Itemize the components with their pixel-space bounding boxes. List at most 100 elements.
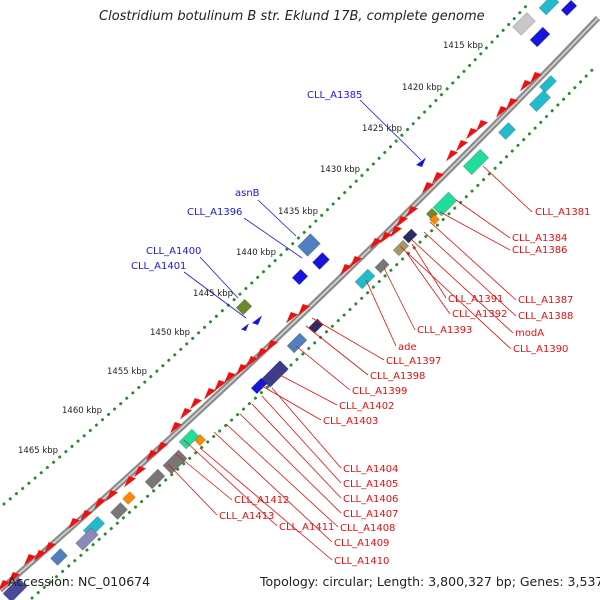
reverse-gene-arrow[interactable] xyxy=(34,550,46,562)
gene-block-green[interactable] xyxy=(178,428,200,450)
reverse-gene-label[interactable]: CLL_A1397 xyxy=(386,356,441,367)
gene-block-orange[interactable] xyxy=(122,491,136,505)
reverse-gene-arrow[interactable] xyxy=(298,304,310,316)
forward-gene-arrow[interactable] xyxy=(416,157,426,168)
gene-block-navy[interactable] xyxy=(2,577,28,600)
reverse-gene-label[interactable]: CLL_A1410 xyxy=(334,556,389,567)
reverse-gene-label[interactable]: CLL_A1408 xyxy=(340,523,395,534)
gene-block-grey[interactable] xyxy=(512,12,536,36)
gene-block-blue[interactable] xyxy=(560,0,578,17)
reverse-gene-label[interactable]: CLL_A1387 xyxy=(518,295,573,306)
reverse-gene-arrow[interactable] xyxy=(106,490,118,502)
gene-block-blue[interactable] xyxy=(529,26,551,48)
reverse-gene-arrow[interactable] xyxy=(496,106,508,118)
gene-block-green[interactable] xyxy=(432,191,458,217)
gene-block-cyan[interactable] xyxy=(539,75,557,93)
reverse-gene-label[interactable]: CLL_A1402 xyxy=(339,401,394,412)
reverse-gene-label[interactable]: CLL_A1409 xyxy=(334,538,389,549)
gene-block-grey[interactable] xyxy=(144,468,166,490)
reverse-gene-label[interactable]: CLL_A1405 xyxy=(343,479,398,490)
reverse-gene-arrow[interactable] xyxy=(422,182,434,194)
reverse-gene-arrow[interactable] xyxy=(396,216,408,228)
reverse-gene-arrow[interactable] xyxy=(68,518,80,530)
reverse-gene-arrow[interactable] xyxy=(266,340,278,352)
reverse-gene-arrow[interactable] xyxy=(380,232,392,244)
forward-gene-label[interactable]: CLL_A1400 xyxy=(146,246,201,257)
reverse-gene-label[interactable]: CLL_A1406 xyxy=(343,494,398,505)
reverse-gene-arrow[interactable] xyxy=(180,408,192,420)
gene-block-blue[interactable] xyxy=(297,233,321,257)
reverse-gene-arrow[interactable] xyxy=(134,466,146,478)
reverse-gene-arrow[interactable] xyxy=(286,312,298,324)
reverse-gene-arrow[interactable] xyxy=(124,476,136,488)
reverse-gene-label[interactable]: CLL_A1411 xyxy=(279,522,334,533)
reverse-gene-label[interactable]: CLL_A1412 xyxy=(234,495,289,506)
reverse-gene-arrow[interactable] xyxy=(370,238,382,250)
gene-block-blue[interactable] xyxy=(250,377,268,395)
reverse-gene-label[interactable]: CLL_A1388 xyxy=(518,311,573,322)
reverse-gene-label[interactable]: CLL_A1413 xyxy=(219,511,274,522)
reverse-gene-arrow[interactable] xyxy=(236,364,248,376)
reverse-gene-arrow[interactable] xyxy=(0,580,10,591)
reverse-gene-arrow[interactable] xyxy=(190,398,202,410)
gene-block-grey[interactable] xyxy=(374,258,390,274)
gene-block-cyan[interactable] xyxy=(528,89,552,113)
reverse-gene-arrow[interactable] xyxy=(224,372,236,384)
reverse-gene-arrow[interactable] xyxy=(506,98,518,110)
forward-gene-label[interactable]: CLL_A1385 xyxy=(307,90,362,101)
reverse-gene-label[interactable]: CLL_A1390 xyxy=(513,344,568,355)
reverse-gene-arrow[interactable] xyxy=(476,120,488,132)
gene-block-grey[interactable] xyxy=(162,449,188,475)
gene-block-blue[interactable] xyxy=(291,268,309,286)
reverse-gene-arrow[interactable] xyxy=(530,72,542,84)
gene-block-navy[interactable] xyxy=(308,318,324,334)
reverse-gene-arrow[interactable] xyxy=(432,172,444,184)
reverse-gene-label[interactable]: CLL_A1391 xyxy=(448,294,503,305)
reverse-gene-arrow[interactable] xyxy=(204,388,216,400)
reverse-gene-label[interactable]: CLL_A1399 xyxy=(352,386,407,397)
reverse-gene-label[interactable]: CLL_A1384 xyxy=(512,233,567,244)
reverse-gene-label[interactable]: modA xyxy=(515,328,544,339)
reverse-gene-arrow[interactable] xyxy=(340,264,352,276)
reverse-gene-label[interactable]: CLL_A1404 xyxy=(343,464,398,475)
gene-block-olive[interactable] xyxy=(392,239,410,257)
reverse-gene-arrow[interactable] xyxy=(44,542,56,554)
gene-block-orange[interactable] xyxy=(429,214,440,225)
reverse-gene-arrow[interactable] xyxy=(520,80,532,92)
gene-block-navy[interactable] xyxy=(75,527,99,551)
reverse-gene-arrow[interactable] xyxy=(390,226,402,238)
reverse-gene-label[interactable]: CLL_A1407 xyxy=(343,509,398,520)
gene-block-green[interactable] xyxy=(462,148,490,176)
reverse-gene-arrow[interactable] xyxy=(8,572,20,584)
reverse-gene-label[interactable]: CLL_A1386 xyxy=(512,245,567,256)
reverse-gene-arrow[interactable] xyxy=(466,128,478,140)
reverse-gene-arrow[interactable] xyxy=(24,554,36,566)
forward-gene-label[interactable]: CLL_A1396 xyxy=(187,207,242,218)
forward-gene-arrow[interactable] xyxy=(241,323,249,331)
reverse-gene-arrow[interactable] xyxy=(94,498,106,510)
reverse-gene-arrow[interactable] xyxy=(406,206,418,218)
reverse-gene-label[interactable]: CLL_A1398 xyxy=(370,371,425,382)
gene-block-cyan[interactable] xyxy=(538,0,560,16)
reverse-gene-label[interactable]: CLL_A1392 xyxy=(452,309,507,320)
gene-block-grey[interactable] xyxy=(110,502,128,520)
reverse-gene-arrow[interactable] xyxy=(456,140,468,152)
gene-block-blue[interactable] xyxy=(286,332,308,354)
reverse-gene-arrow[interactable] xyxy=(256,348,268,360)
reverse-gene-label[interactable]: CLL_A1381 xyxy=(535,207,590,218)
gene-block-cyan[interactable] xyxy=(498,122,516,140)
reverse-gene-arrow[interactable] xyxy=(214,380,226,392)
reverse-gene-arrow[interactable] xyxy=(146,450,158,462)
gene-block-blue[interactable] xyxy=(50,548,68,566)
gene-block-olive[interactable] xyxy=(235,298,253,316)
forward-gene-label[interactable]: CLL_A1401 xyxy=(131,261,186,272)
reverse-gene-arrow[interactable] xyxy=(446,150,458,162)
reverse-gene-arrow[interactable] xyxy=(350,256,362,268)
reverse-gene-arrow[interactable] xyxy=(156,442,168,454)
gene-block-cyan[interactable] xyxy=(354,268,376,290)
forward-gene-label[interactable]: asnB xyxy=(235,188,260,199)
gene-block-navy[interactable] xyxy=(402,228,418,244)
reverse-gene-label[interactable]: CLL_A1403 xyxy=(323,416,378,427)
reverse-gene-arrow[interactable] xyxy=(80,510,92,522)
reverse-gene-arrow[interactable] xyxy=(170,422,182,434)
